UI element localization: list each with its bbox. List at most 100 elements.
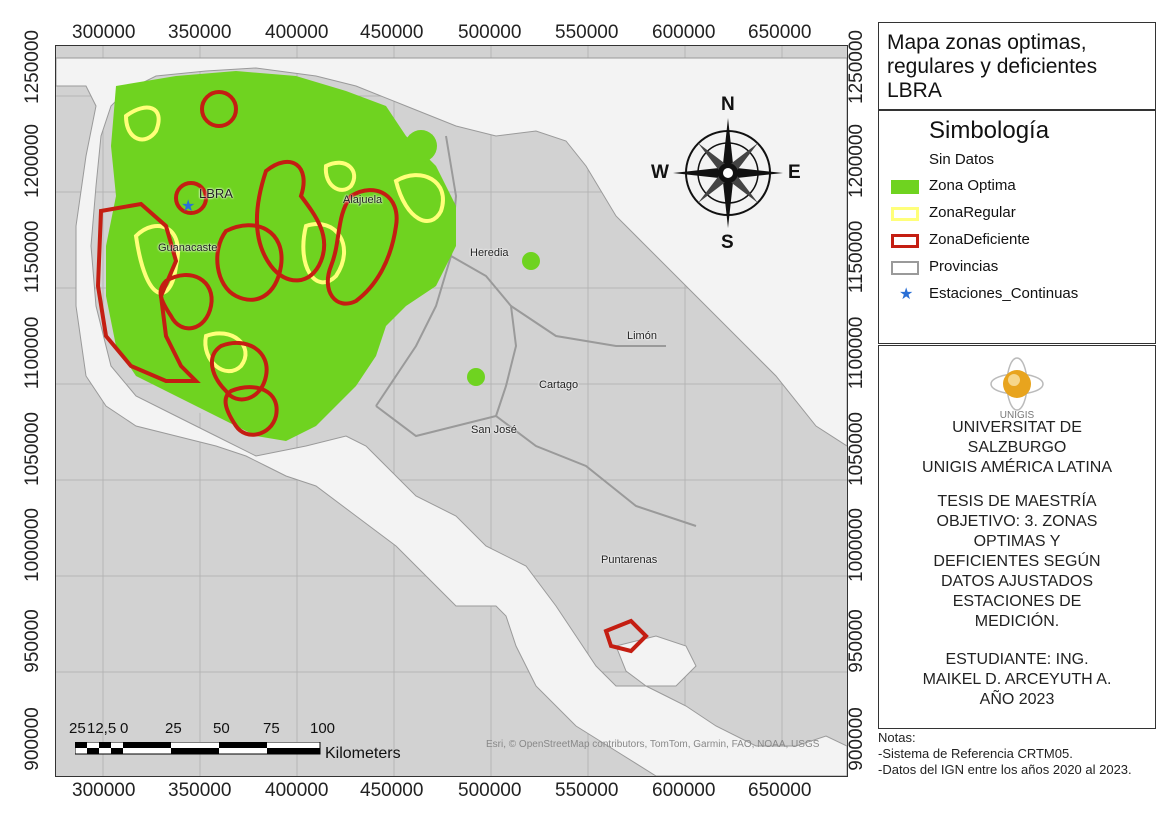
legend-label: Provincias <box>929 258 999 275</box>
legend-swatch <box>891 180 919 194</box>
place-label-san-jose: San José <box>471 424 517 436</box>
logo-text: UNIGIS <box>999 410 1035 421</box>
y-tick-left: 1000000 <box>22 508 43 582</box>
province-boundaries <box>375 135 697 527</box>
student-line: ESTUDIANTE: ING. <box>945 651 1089 668</box>
university-line: UNIVERSITAT DE <box>952 419 1082 436</box>
station-star-icon[interactable]: ★ <box>181 198 196 215</box>
scale-label: 12,5 <box>87 720 117 737</box>
legend-label: Sin Datos <box>929 151 995 168</box>
y-tick-left: 1100000 <box>22 316 43 390</box>
y-tick-left: 1200000 <box>22 124 43 198</box>
thesis-line: OPTIMAS Y <box>973 533 1061 550</box>
y-tick-left: 1250000 <box>22 30 43 104</box>
x-tick-top: 400000 <box>265 22 329 43</box>
thesis-line: TESIS DE MAESTRÍA <box>937 493 1097 510</box>
place-label-alajuela: Alajuela <box>343 194 383 206</box>
legend-swatch <box>891 261 919 275</box>
scale-label: 25 <box>69 720 86 737</box>
scale-bar: 25 12,5 0 25 50 75 100 Kilometers <box>69 720 415 770</box>
star-icon: ★ <box>899 286 914 303</box>
y-tick-right: 900000 <box>846 707 867 771</box>
x-tick-top: 300000 <box>72 22 136 43</box>
y-tick-left: 900000 <box>22 707 43 771</box>
legend-label: Estaciones_Continuas <box>929 285 1079 302</box>
compass-north-label: N <box>721 94 735 115</box>
y-tick-right: 1100000 <box>846 316 867 390</box>
scale-label: 0 <box>120 720 129 737</box>
notes-line: Notas: <box>878 730 916 745</box>
osa-peninsula <box>615 635 697 687</box>
x-tick-top: 650000 <box>748 22 812 43</box>
legend-item-zona-optima: Zona Optima <box>891 177 1141 199</box>
legend-swatch <box>891 207 919 221</box>
place-label-guanacaste: Guanacaste <box>158 242 218 254</box>
zona-deficiente-layer <box>95 90 649 654</box>
y-tick-right: 1250000 <box>846 30 867 104</box>
x-tick-bottom: 400000 <box>265 780 329 801</box>
map-canvas[interactable]: Guanacaste Alajuela Heredia Limón Cartag… <box>55 45 848 777</box>
map-attribution: Esri, © OpenStreetMap contributors, TomT… <box>486 739 820 750</box>
y-tick-right: 1000000 <box>846 508 867 582</box>
legend-swatch <box>891 234 919 248</box>
place-label-limon: Limón <box>627 330 657 342</box>
scale-label: 50 <box>213 720 230 737</box>
zona-regular-layer <box>123 105 445 374</box>
x-tick-bottom: 600000 <box>652 780 716 801</box>
scale-units: Kilometers <box>325 745 401 762</box>
x-tick-top: 550000 <box>555 22 619 43</box>
y-tick-left: 950000 <box>22 609 43 673</box>
place-label-heredia: Heredia <box>470 247 509 259</box>
legend-item-estaciones: ★ Estaciones_Continuas <box>891 285 1141 307</box>
thesis-line: MEDICIÓN. <box>974 613 1060 630</box>
unigis-logo-icon <box>990 357 1044 411</box>
y-tick-left: 1050000 <box>22 412 43 486</box>
x-tick-bottom: 350000 <box>168 780 232 801</box>
x-tick-top: 450000 <box>360 22 424 43</box>
x-tick-top: 600000 <box>652 22 716 43</box>
student-line: MAIKEL D. ARCEYUTH A. <box>922 671 1112 688</box>
thesis-line: ESTACIONES DE <box>952 593 1082 610</box>
x-tick-top: 500000 <box>458 22 522 43</box>
thesis-line: OBJETIVO: 3. ZONAS <box>936 513 1098 530</box>
university-line: UNIGIS AMÉRICA LATINA <box>922 459 1112 476</box>
scale-bar-graphic <box>75 742 321 755</box>
notes-line: -Datos del IGN entre los años 2020 al 20… <box>878 762 1132 777</box>
y-tick-left: 1150000 <box>22 220 43 294</box>
info-panel: UNIGIS UNIVERSITAT DE SALZBURGO UNIGIS A… <box>878 345 1156 729</box>
x-tick-bottom: 550000 <box>555 780 619 801</box>
compass-rose <box>673 118 783 228</box>
station-label: LBRA <box>199 186 233 201</box>
landmass <box>56 57 847 776</box>
y-tick-right: 1200000 <box>846 124 867 198</box>
x-tick-top: 350000 <box>168 22 232 43</box>
x-tick-bottom: 300000 <box>72 780 136 801</box>
legend-item-zona-deficiente: ZonaDeficiente <box>891 231 1141 253</box>
scale-label: 75 <box>263 720 280 737</box>
legend-item-provincias: Provincias <box>891 258 1141 280</box>
notes-line: -Sistema de Referencia CRTM05. <box>878 746 1073 761</box>
compass-west-label: W <box>651 162 669 183</box>
x-tick-bottom: 500000 <box>458 780 522 801</box>
legend-label: ZonaDeficiente <box>929 231 1030 248</box>
legend-item-sin-datos: Sin Datos <box>891 151 1141 173</box>
y-tick-right: 1050000 <box>846 412 867 486</box>
compass-south-label: S <box>721 232 734 253</box>
legend-label: ZonaRegular <box>929 204 1016 221</box>
scale-label: 25 <box>165 720 182 737</box>
y-tick-right: 1150000 <box>846 220 867 294</box>
legend-title: Simbología <box>929 117 1050 144</box>
x-tick-bottom: 650000 <box>748 780 812 801</box>
x-tick-bottom: 450000 <box>360 780 424 801</box>
map-title: Mapa zonas optimas, regulares y deficien… <box>887 31 1098 102</box>
map-title-panel: Mapa zonas optimas, regulares y deficien… <box>878 22 1156 110</box>
place-label-cartago: Cartago <box>539 379 579 391</box>
legend-panel: Simbología Sin Datos Zona Optima ZonaReg… <box>878 110 1156 344</box>
notes: Notas: -Sistema de Referencia CRTM05. -D… <box>878 730 1158 778</box>
place-label-puntarenas: Puntarenas <box>601 554 658 566</box>
university-line: SALZBURGO <box>967 439 1067 456</box>
student-line: AÑO 2023 <box>979 691 1055 708</box>
compass-east-label: E <box>788 162 801 183</box>
y-tick-right: 950000 <box>846 609 867 673</box>
